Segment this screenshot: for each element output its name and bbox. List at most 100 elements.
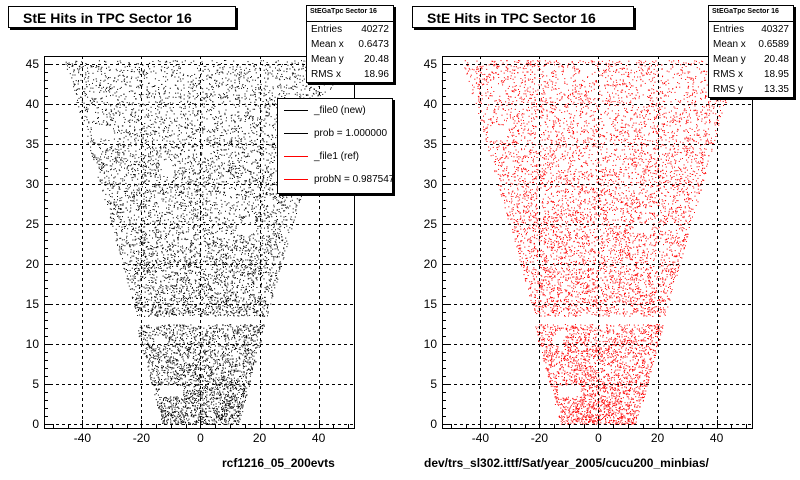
scatter-point [227, 164, 229, 166]
scatter-point [134, 128, 136, 130]
scatter-point [210, 114, 212, 115]
scatter-point [228, 325, 230, 327]
scatter-point [213, 162, 215, 164]
scatter-point [197, 119, 199, 121]
scatter-point [218, 411, 220, 412]
scatter-point [279, 201, 281, 203]
scatter-point [179, 354, 181, 356]
scatter-point [267, 306, 268, 308]
scatter-point [216, 325, 218, 327]
scatter-point [155, 271, 157, 273]
scatter-point [127, 120, 129, 122]
scatter-point [256, 310, 258, 312]
scatter-point [195, 184, 197, 186]
scatter-point [157, 214, 159, 216]
scatter-point [139, 332, 141, 334]
scatter-point [191, 288, 193, 289]
scatter-point [246, 306, 248, 308]
scatter-point [230, 378, 232, 380]
scatter-point [197, 298, 198, 299]
scatter-point [164, 67, 166, 68]
scatter-point [189, 379, 191, 380]
scatter-point [241, 146, 243, 148]
scatter-point [229, 306, 231, 308]
scatter-point [212, 233, 214, 235]
scatter-point [158, 163, 160, 164]
scatter-point [264, 296, 266, 298]
scatter-point [166, 187, 168, 189]
scatter-point [234, 401, 236, 403]
scatter-point [222, 346, 224, 348]
scatter-point [270, 193, 272, 195]
scatter-point [169, 204, 171, 206]
scatter-point [284, 250, 286, 252]
scatter-point [265, 244, 267, 246]
scatter-point [225, 348, 227, 350]
scatter-point [261, 219, 263, 221]
scatter-point [159, 350, 161, 352]
scatter-point [180, 402, 182, 404]
scatter-point [252, 335, 254, 336]
scatter-point [226, 245, 228, 247]
scatter-point [210, 352, 211, 354]
scatter-point [216, 156, 217, 157]
scatter-point [266, 285, 268, 287]
scatter-point [331, 83, 332, 85]
scatter-point [118, 208, 120, 210]
scatter-point [156, 202, 158, 203]
scatter-point [148, 266, 150, 268]
scatter-point [169, 367, 171, 369]
scatter-point [131, 226, 133, 227]
scatter-point [176, 125, 178, 127]
scatter-point [227, 183, 229, 184]
scatter-point [117, 79, 119, 81]
scatter-point [260, 108, 261, 110]
scatter-point [271, 99, 272, 100]
scatter-point [171, 75, 172, 77]
scatter-point [262, 169, 264, 171]
scatter-point [161, 366, 162, 368]
scatter-point [220, 284, 221, 286]
scatter-point [194, 114, 195, 116]
scatter-point [173, 352, 175, 354]
scatter-point [208, 365, 209, 367]
scatter-point [195, 367, 197, 369]
scatter-point [128, 62, 130, 64]
scatter-point [281, 76, 283, 78]
scatter-point [143, 198, 145, 200]
scatter-point [156, 102, 158, 104]
scatter-point [126, 232, 128, 234]
scatter-point [173, 352, 175, 354]
scatter-point [183, 210, 185, 211]
scatter-point [147, 94, 149, 96]
scatter-point [159, 186, 161, 188]
scatter-point [123, 141, 125, 143]
scatter-point [198, 286, 199, 288]
scatter-point [244, 181, 246, 183]
scatter-point [246, 349, 248, 351]
scatter-point [192, 157, 194, 159]
scatter-point [237, 140, 239, 142]
scatter-point [233, 418, 235, 420]
scatter-point [179, 384, 181, 386]
scatter-point [279, 196, 281, 198]
scatter-point [183, 293, 185, 294]
scatter-point [212, 374, 214, 375]
scatter-point [113, 201, 115, 203]
scatter-point [256, 339, 258, 341]
scatter-point [194, 158, 196, 160]
scatter-point [231, 139, 233, 141]
scatter-point [81, 96, 83, 98]
scatter-point [220, 172, 222, 174]
scatter-point [135, 77, 137, 79]
scatter-point [90, 87, 92, 89]
scatter-point [231, 152, 233, 154]
scatter-point [180, 113, 182, 115]
scatter-point [227, 218, 228, 220]
scatter-point [100, 156, 101, 158]
scatter-point [269, 213, 271, 215]
scatter-point [251, 354, 253, 355]
scatter-point [100, 141, 102, 142]
scatter-point [159, 372, 161, 374]
scatter-point [256, 174, 258, 176]
